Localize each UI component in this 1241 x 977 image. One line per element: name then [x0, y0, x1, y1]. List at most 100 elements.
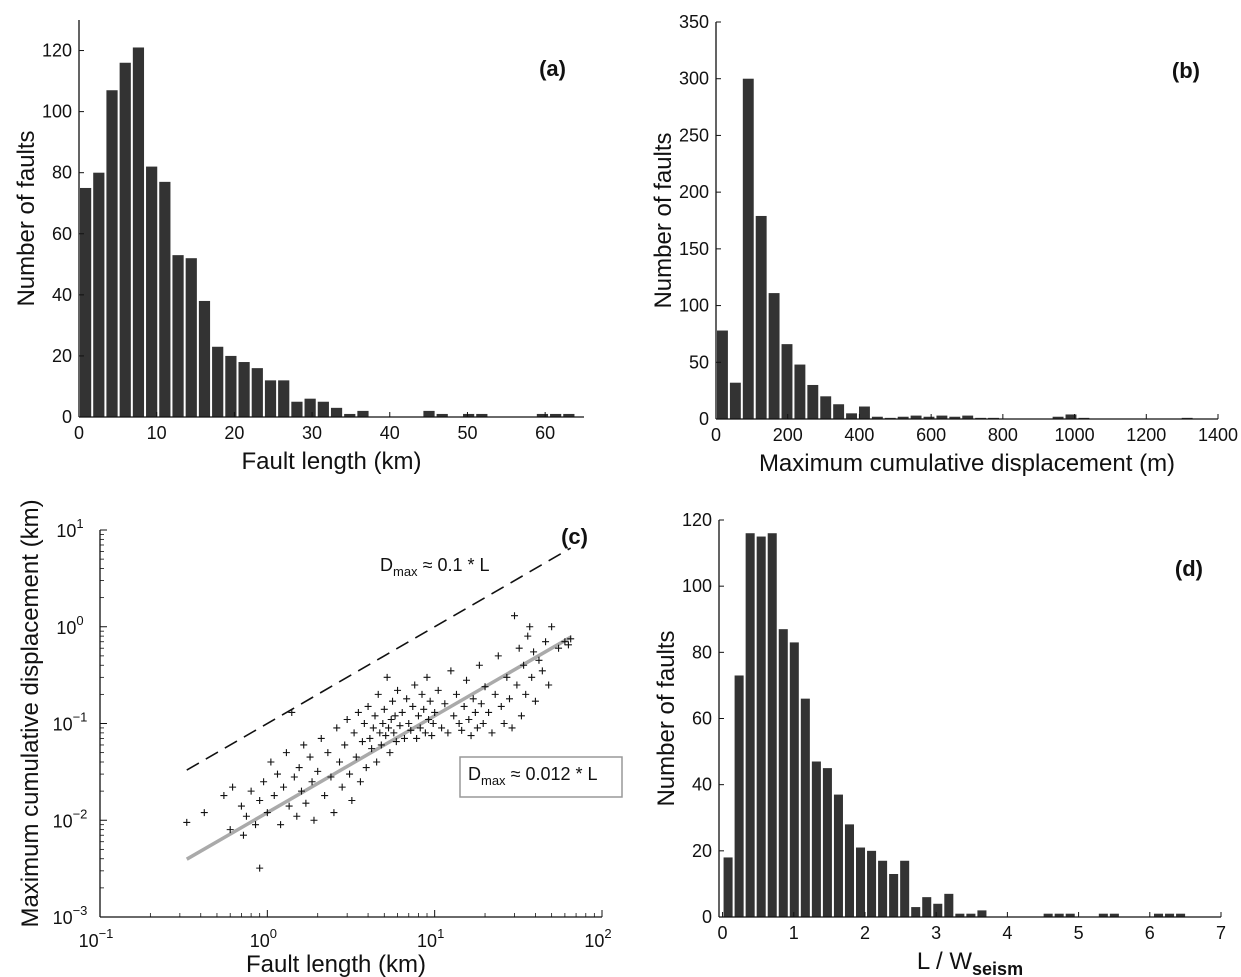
- bar-d-5: [778, 629, 788, 917]
- scatter-point: [379, 720, 387, 727]
- scatter-point: [300, 741, 308, 749]
- scatter-point: [409, 702, 417, 710]
- bar-a-19: [330, 407, 343, 417]
- bar-a-23: [436, 413, 448, 417]
- scatter-point: [290, 773, 298, 781]
- scatter-point: [346, 770, 354, 778]
- scatter-point: [242, 812, 250, 820]
- scatter-point: [308, 778, 316, 786]
- bar-b-1: [729, 382, 741, 419]
- y-tick-label-b: 50: [689, 352, 709, 372]
- scatter-point: [479, 720, 487, 727]
- tick-exponent: 0: [270, 926, 277, 941]
- bar-a-22: [423, 410, 435, 417]
- y-tick-label-b: 200: [679, 182, 709, 202]
- bar-b-11: [858, 406, 870, 419]
- scatter-point: [356, 778, 364, 786]
- scatter-point: [386, 749, 394, 757]
- scatter-point: [561, 638, 569, 646]
- bar-a-25: [476, 413, 488, 417]
- bar-b-4: [768, 293, 780, 419]
- scatter-point: [352, 753, 360, 761]
- scatter-point: [416, 724, 424, 732]
- x-axis-label-b: Maximum cumulative displacement (m): [759, 450, 1175, 477]
- bar-d-9: [822, 768, 832, 917]
- scatter-point: [465, 715, 473, 723]
- scatter-point: [362, 764, 370, 772]
- scatter-point: [471, 708, 479, 716]
- bar-d-21: [955, 913, 965, 917]
- bar-a-1: [93, 172, 105, 417]
- y-tick-label-d: 120: [682, 510, 712, 530]
- scatter-point: [520, 661, 528, 669]
- bar-a-21: [357, 410, 369, 417]
- scatter-point: [548, 623, 556, 631]
- scatter-point: [413, 734, 421, 742]
- scatter-point: [434, 686, 442, 694]
- scatter-point: [444, 729, 452, 737]
- scatter-point: [450, 712, 458, 720]
- scatter-point: [377, 741, 385, 749]
- y-axis-label-c: Maximum cumulative displacement (km): [17, 499, 44, 927]
- bar-b-17: [936, 415, 948, 419]
- scatter-point: [229, 783, 237, 791]
- x-tick-label-b: 1400: [1198, 425, 1238, 445]
- x-tick-label-a: 0: [74, 423, 84, 443]
- tick-base: 10: [53, 908, 73, 928]
- scatter-point: [385, 724, 393, 732]
- scatter-point: [237, 802, 245, 810]
- bar-d-17: [911, 907, 921, 917]
- bar-d-26: [1065, 913, 1075, 917]
- scatter-point: [396, 722, 404, 730]
- bar-a-3: [119, 62, 131, 417]
- bar-d-18: [922, 897, 932, 917]
- x-tick-label-b: 800: [988, 425, 1018, 445]
- scatter-point: [497, 702, 505, 710]
- bar-b-23: [1065, 414, 1077, 419]
- scatter-point: [458, 726, 466, 734]
- scatter-point: [200, 809, 208, 817]
- bar-d-14: [878, 860, 888, 917]
- y-tick-label-c: 10−3: [53, 903, 88, 928]
- scatter-point: [515, 644, 523, 652]
- x-tick-label-a: 20: [224, 423, 244, 443]
- scatter-point: [376, 729, 384, 737]
- bar-a-26: [536, 413, 549, 417]
- bar-a-12: [238, 362, 250, 417]
- scatter-point: [545, 681, 553, 689]
- bar-d-23: [977, 910, 987, 917]
- x-tick-label-b: 200: [773, 425, 803, 445]
- scatter-point: [354, 708, 362, 716]
- panel-d: 0 1 2 3 4 5 6 7 0 20 40 60 80 100 120 (d) Number of faul…: [653, 510, 1226, 977]
- bar-d-11: [844, 824, 855, 917]
- tick-base: 10: [584, 931, 604, 951]
- bar-d-30: [1165, 913, 1175, 917]
- scatter-point: [382, 732, 390, 740]
- scatter-point: [256, 864, 264, 872]
- scatter-point: [398, 708, 406, 716]
- y-tick-label-d: 60: [692, 709, 712, 729]
- scatter-point: [247, 787, 255, 795]
- scatter-point: [366, 734, 374, 742]
- scatter-point: [263, 809, 271, 817]
- scatter-point: [302, 799, 310, 807]
- scatter-point: [403, 695, 411, 703]
- fit-line-upper: [186, 547, 572, 771]
- x-tick-label-d: 3: [931, 923, 941, 943]
- y-tick-label-c: 10−2: [53, 806, 88, 831]
- y-axis-label-d: Number of faults: [653, 630, 680, 806]
- bar-d-8: [811, 761, 821, 917]
- y-tick-label-b: 250: [679, 125, 709, 145]
- bar-d-25: [1054, 913, 1064, 917]
- x-tick-label-c: 100: [250, 926, 277, 951]
- y-tick-label-c: 101: [56, 516, 83, 541]
- scatter-point: [481, 683, 489, 691]
- y-axis-label-a: Number of faults: [13, 130, 40, 306]
- scatter-point: [511, 612, 519, 620]
- x-tick-label-d: 2: [860, 923, 870, 943]
- bar-b-12: [871, 416, 883, 419]
- scatter-point: [420, 705, 428, 713]
- bar-d-12: [856, 847, 866, 917]
- bar-d-3: [756, 536, 766, 917]
